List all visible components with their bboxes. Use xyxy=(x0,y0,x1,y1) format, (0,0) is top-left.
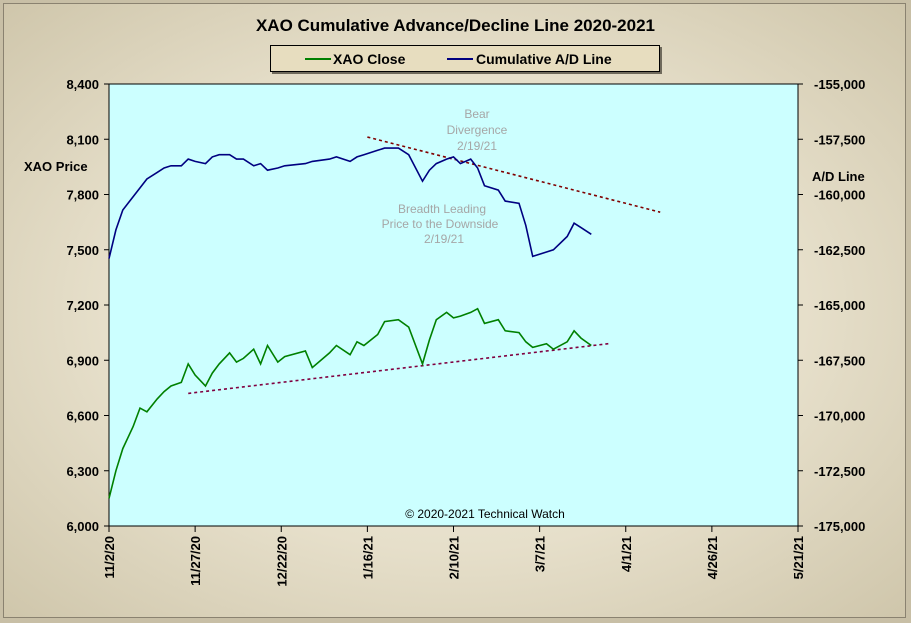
trendline-ad-resistance xyxy=(367,136,661,213)
annotation-breadth-leading: Price to the Downside xyxy=(382,217,499,231)
annotation-breadth-leading: Breadth Leading xyxy=(398,202,486,216)
x-tick-label: 4/26/21 xyxy=(705,536,720,579)
y-tick-label: 7,500 xyxy=(66,243,99,258)
trendline-xao-support xyxy=(188,342,609,395)
annotation-bear-divergence: Divergence xyxy=(447,123,508,137)
y-tick-label: 6,900 xyxy=(66,353,99,368)
y2-tick-label: -172,500 xyxy=(814,464,865,479)
y2-tick-label: -155,000 xyxy=(814,77,865,92)
y2-tick-label: -162,500 xyxy=(814,243,865,258)
y2-tick-label: -170,000 xyxy=(814,409,865,424)
series-line-xao-close xyxy=(108,307,592,499)
y-tick-label: 8,100 xyxy=(66,132,99,147)
legend-label-ad-line: Cumulative A/D Line xyxy=(476,51,612,67)
x-tick-label: 11/27/20 xyxy=(188,536,203,586)
plot-area xyxy=(108,83,799,527)
y-tick-label: 7,800 xyxy=(66,188,99,203)
copyright-text: © 2020-2021 Technical Watch xyxy=(405,507,565,521)
series-line-ad-line xyxy=(108,147,592,259)
legend-swatch-ad-line xyxy=(447,58,473,60)
annotation-breadth-leading: 2/19/21 xyxy=(424,232,464,246)
y-tick-label: 6,600 xyxy=(66,409,99,424)
y2-tick-label: -165,000 xyxy=(814,298,865,313)
y-tick-label: 6,300 xyxy=(66,464,99,479)
x-tick-label: 11/2/20 xyxy=(102,536,117,579)
y-tick-label: 6,000 xyxy=(66,519,99,534)
annotation-bear-divergence: Bear xyxy=(464,107,489,121)
y2-tick-label: -167,500 xyxy=(814,353,865,368)
y-tick-label: 8,400 xyxy=(66,77,99,92)
legend-swatch-xao-close xyxy=(305,58,331,60)
x-tick-label: 4/1/21 xyxy=(619,536,634,572)
y-axis-label: XAO Price xyxy=(24,159,88,174)
chart-title: XAO Cumulative Advance/Decline Line 2020… xyxy=(255,16,656,35)
legend: XAO Close Cumulative A/D Line xyxy=(270,45,660,72)
x-tick-label: 1/16/21 xyxy=(360,536,375,579)
x-tick-label: 2/10/21 xyxy=(447,536,462,579)
x-tick-label: 12/22/20 xyxy=(274,536,289,587)
legend-label-xao-close: XAO Close xyxy=(333,51,406,67)
x-tick-label: 5/21/21 xyxy=(791,536,806,579)
y-tick-label: 7,200 xyxy=(66,298,99,313)
annotation-bear-divergence: 2/19/21 xyxy=(457,139,497,153)
y2-axis-label: A/D Line xyxy=(812,169,865,184)
x-tick-label: 3/7/21 xyxy=(533,536,548,572)
y2-tick-label: -160,000 xyxy=(814,188,865,203)
y2-tick-label: -175,000 xyxy=(814,519,865,534)
y2-tick-label: -157,500 xyxy=(814,132,865,147)
